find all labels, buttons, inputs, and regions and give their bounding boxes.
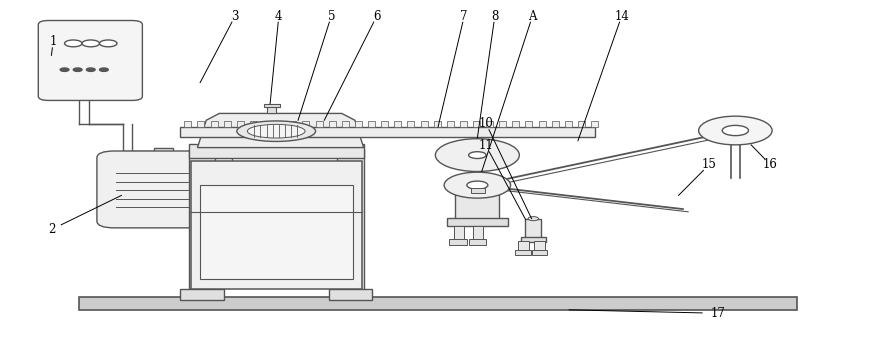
Circle shape: [100, 40, 117, 47]
Text: 14: 14: [614, 10, 629, 23]
Bar: [473, 121, 480, 127]
Circle shape: [87, 68, 95, 71]
Text: 16: 16: [763, 158, 778, 171]
Bar: [191, 161, 362, 289]
Text: 5: 5: [328, 10, 335, 23]
Ellipse shape: [247, 125, 305, 138]
Bar: [154, 148, 173, 154]
Text: 2: 2: [47, 223, 55, 236]
Bar: [469, 239, 486, 245]
Bar: [381, 121, 388, 127]
Bar: [315, 121, 322, 127]
Bar: [184, 121, 191, 127]
Text: 10: 10: [478, 117, 493, 130]
Bar: [512, 121, 519, 127]
Text: 6: 6: [373, 10, 380, 23]
Bar: [449, 239, 467, 245]
Text: A: A: [528, 10, 537, 23]
Circle shape: [65, 40, 82, 47]
Circle shape: [469, 152, 486, 158]
Bar: [328, 289, 372, 299]
Circle shape: [444, 172, 511, 198]
Bar: [263, 121, 270, 127]
Bar: [539, 121, 546, 127]
Circle shape: [528, 216, 539, 221]
Circle shape: [74, 68, 82, 71]
Bar: [565, 121, 572, 127]
Bar: [201, 163, 226, 216]
Bar: [471, 188, 485, 193]
Bar: [473, 226, 484, 240]
Text: 15: 15: [702, 158, 717, 171]
Bar: [267, 106, 276, 114]
Bar: [394, 121, 401, 127]
Circle shape: [722, 126, 748, 135]
Circle shape: [699, 116, 772, 145]
Bar: [368, 121, 375, 127]
Bar: [447, 217, 508, 226]
Bar: [223, 121, 230, 127]
Bar: [499, 121, 506, 127]
Text: 3: 3: [231, 10, 239, 23]
Bar: [521, 237, 546, 241]
Bar: [180, 127, 596, 137]
Bar: [342, 121, 349, 127]
Bar: [407, 121, 414, 127]
Bar: [434, 121, 441, 127]
Bar: [302, 121, 309, 127]
Polygon shape: [197, 114, 364, 147]
Bar: [337, 149, 364, 296]
Bar: [486, 121, 493, 127]
Circle shape: [60, 68, 69, 71]
Bar: [188, 144, 364, 158]
Bar: [180, 289, 223, 299]
Bar: [188, 149, 215, 296]
Bar: [210, 121, 217, 127]
Bar: [447, 121, 454, 127]
Bar: [250, 121, 257, 127]
Bar: [515, 250, 531, 255]
Bar: [552, 121, 559, 127]
Bar: [276, 121, 283, 127]
Bar: [456, 187, 499, 219]
Text: 1: 1: [49, 35, 57, 48]
Text: 17: 17: [710, 307, 725, 320]
Polygon shape: [456, 141, 498, 172]
Bar: [289, 121, 296, 127]
Text: 8: 8: [491, 10, 498, 23]
FancyBboxPatch shape: [97, 151, 232, 228]
Bar: [578, 121, 585, 127]
Bar: [526, 121, 533, 127]
Bar: [526, 219, 541, 238]
Circle shape: [100, 68, 109, 71]
Bar: [534, 240, 545, 250]
Bar: [420, 121, 427, 127]
Circle shape: [467, 181, 488, 189]
Bar: [355, 121, 362, 127]
Bar: [197, 121, 204, 127]
Circle shape: [435, 139, 519, 172]
Ellipse shape: [237, 121, 315, 141]
Bar: [532, 250, 548, 255]
Text: 11: 11: [478, 139, 493, 152]
Bar: [591, 121, 598, 127]
Bar: [200, 185, 353, 279]
Bar: [80, 297, 796, 310]
Text: 4: 4: [275, 10, 283, 23]
Bar: [264, 104, 279, 107]
Bar: [454, 226, 464, 240]
Circle shape: [82, 40, 100, 47]
Bar: [460, 121, 467, 127]
Bar: [237, 121, 244, 127]
Bar: [519, 240, 529, 250]
FancyBboxPatch shape: [39, 21, 143, 100]
Bar: [328, 121, 336, 127]
Text: 7: 7: [461, 10, 468, 23]
